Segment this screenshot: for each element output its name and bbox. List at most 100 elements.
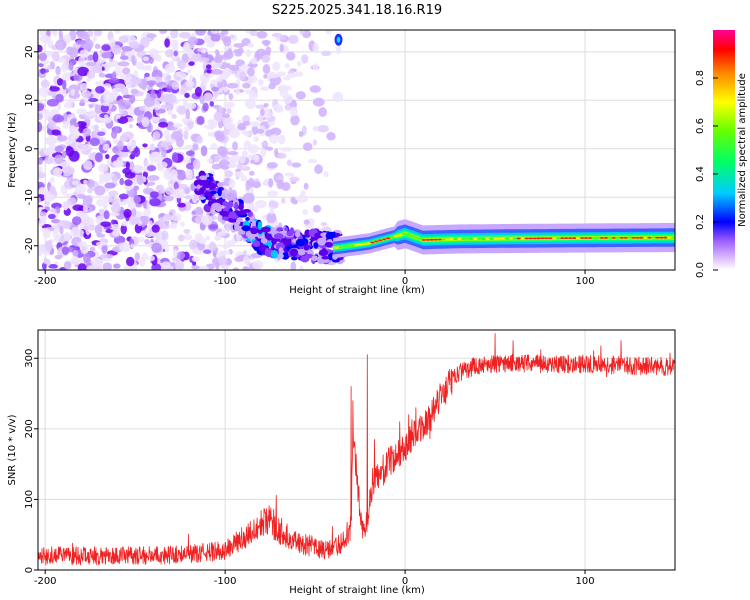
noise-blob <box>184 80 195 88</box>
noise-blob <box>125 161 130 170</box>
noise-blob <box>225 222 232 232</box>
noise-blob <box>164 93 177 104</box>
noise-blob <box>261 40 271 45</box>
noise-blob <box>266 212 277 224</box>
noise-blob <box>325 30 332 35</box>
noise-blob <box>227 151 239 156</box>
noise-blob <box>228 64 240 71</box>
tone-core <box>663 236 668 239</box>
noise-blob <box>63 101 73 109</box>
noise-blob <box>73 122 80 128</box>
noise-blob <box>134 252 141 261</box>
noise-blob <box>89 137 101 147</box>
arc-blob <box>199 175 208 181</box>
noise-blob <box>281 197 286 204</box>
noise-blob <box>46 98 59 107</box>
noise-blob <box>285 51 296 61</box>
noise-blob <box>83 160 93 171</box>
arc-blob <box>210 190 217 195</box>
noise-blob <box>74 129 80 139</box>
noise-blob <box>242 250 248 256</box>
noise-blob <box>326 131 336 141</box>
noise-blob <box>124 179 133 187</box>
noise-blob <box>63 231 71 242</box>
noise-blob <box>268 178 274 188</box>
noise-blob <box>69 47 79 58</box>
tone-core <box>607 236 613 239</box>
noise-blob <box>151 242 162 253</box>
noise-blob <box>129 94 136 104</box>
tone-core <box>659 236 664 239</box>
tone-core <box>453 238 458 240</box>
noise-blob <box>194 30 207 37</box>
noise-blob <box>120 220 129 227</box>
tone-core <box>599 237 605 239</box>
spectrogram-x-tick-label: 100 <box>575 276 594 287</box>
arc-blob <box>219 210 230 217</box>
noise-blob <box>180 221 185 227</box>
noise-blob <box>146 165 157 172</box>
noise-blob <box>122 67 131 75</box>
arc-blob <box>250 227 258 235</box>
noise-blob <box>266 190 279 197</box>
arc-blob <box>238 202 244 211</box>
noise-blob <box>209 100 215 107</box>
tone-core <box>500 237 506 240</box>
noise-blob <box>240 174 248 182</box>
noise-blob <box>239 71 246 81</box>
noise-blob <box>51 219 61 224</box>
spectrogram-y-label: Frequency (Hz) <box>7 112 18 188</box>
noise-blob <box>102 172 112 183</box>
snr-panel: -200 -100 0 100 0 100 200 300 Height of straig… <box>7 329 676 596</box>
noise-blob <box>160 104 173 109</box>
noise-blob <box>207 158 214 163</box>
noise-blob <box>80 82 88 93</box>
tone-core <box>354 244 359 246</box>
noise-blob <box>177 202 186 208</box>
noise-blob <box>142 143 148 148</box>
noise-blob <box>38 44 43 53</box>
noise-blob <box>216 77 223 83</box>
noise-blob <box>168 80 173 87</box>
tone-core <box>516 237 522 240</box>
noise-blob <box>40 79 50 89</box>
noise-blob <box>149 191 159 199</box>
noise-blob <box>153 52 158 61</box>
noise-blob <box>210 30 219 34</box>
noise-blob <box>98 72 106 78</box>
noise-blob <box>54 154 64 165</box>
noise-blob <box>114 83 126 90</box>
tone-core <box>552 237 557 240</box>
noise-blob <box>108 77 120 84</box>
noise-blob <box>39 186 46 193</box>
noise-blob <box>222 68 233 77</box>
tone-core <box>611 236 617 239</box>
arc-blob <box>242 209 251 213</box>
noise-blob <box>62 200 69 211</box>
noise-blob <box>123 208 132 218</box>
noise-blob <box>173 181 179 191</box>
noise-blob <box>210 143 218 151</box>
noise-blob <box>291 162 302 168</box>
tone-core <box>583 237 589 239</box>
noise-blob <box>122 197 134 204</box>
noise-blob <box>290 114 300 126</box>
noise-blob <box>143 96 156 107</box>
noise-blob <box>170 221 178 230</box>
tone-core <box>397 234 403 236</box>
tone-core <box>374 240 379 243</box>
noise-blob <box>172 248 178 258</box>
noise-blob <box>249 121 260 127</box>
noise-blob <box>82 205 89 213</box>
noise-blob <box>153 100 161 111</box>
tone-core <box>413 236 419 239</box>
arc-blob <box>286 230 294 237</box>
noise-blob <box>92 35 97 43</box>
noise-blob <box>259 108 265 116</box>
noise-blob <box>183 41 190 50</box>
snr-x-label: Height of straight line (km) <box>289 585 425 596</box>
tone-core <box>643 236 648 239</box>
noise-blob <box>300 190 306 196</box>
noise-blob <box>295 71 304 77</box>
noise-blob <box>280 147 293 152</box>
